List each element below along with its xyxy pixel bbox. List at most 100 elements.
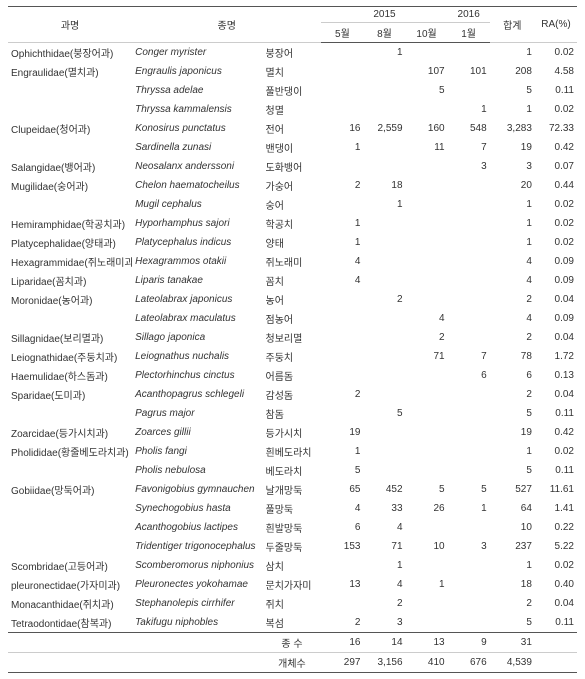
cell-sum: 1: [490, 214, 535, 233]
cell-ra: 4.58: [535, 62, 577, 81]
cell-m1: 101: [448, 62, 490, 81]
footer-indiv-m10: 410: [406, 653, 448, 673]
cell-m5: [321, 81, 363, 100]
footer-indiv-m5: 297: [321, 653, 363, 673]
cell-korean-name: 흰발망둑: [263, 518, 322, 537]
cell-ra: 11.61: [535, 480, 577, 499]
cell-m10: [406, 233, 448, 252]
table-row: Liparidae(꼼치과)Liparis tanakae꼼치440.09: [8, 271, 577, 290]
cell-sum: 18: [490, 575, 535, 594]
footer-species-label: 종 수: [263, 633, 322, 653]
cell-m8: 1: [363, 556, 405, 575]
cell-sum: 3: [490, 157, 535, 176]
table-row: Haemulidae(하스돔과)Plectorhinchus cinctus어름…: [8, 366, 577, 385]
cell-m1: [448, 461, 490, 480]
cell-m10: [406, 214, 448, 233]
cell-ra: 0.11: [535, 404, 577, 423]
cell-scientific-name: Pagrus major: [132, 404, 262, 423]
col-family: 과명: [8, 7, 132, 43]
cell-m1: 548: [448, 119, 490, 138]
cell-family: pleuronectidae(가자미과): [8, 575, 132, 594]
cell-m8: [363, 62, 405, 81]
cell-m1: [448, 195, 490, 214]
cell-m10: 1: [406, 575, 448, 594]
cell-m1: [448, 233, 490, 252]
table-row: Sparidae(도미과)Acanthopagrus schlegeli감성돔2…: [8, 385, 577, 404]
table-row: Acanthogobius lactipes흰발망둑64100.22: [8, 518, 577, 537]
cell-korean-name: 붕장어: [263, 43, 322, 63]
cell-m1: 5: [448, 480, 490, 499]
cell-m8: 2: [363, 290, 405, 309]
table-row: Clupeidae(청어과)Konosirus punctatus전어162,5…: [8, 119, 577, 138]
cell-ra: 0.04: [535, 385, 577, 404]
cell-m8: [363, 81, 405, 100]
cell-m5: [321, 43, 363, 63]
cell-m10: [406, 461, 448, 480]
cell-m1: 3: [448, 537, 490, 556]
cell-korean-name: 문치가자미: [263, 575, 322, 594]
cell-m8: [363, 328, 405, 347]
cell-family: Liparidae(꼼치과): [8, 271, 132, 290]
cell-family: [8, 309, 132, 328]
table-row: Synechogobius hasta풀망둑433261641.41: [8, 499, 577, 518]
cell-scientific-name: Sardinella zunasi: [132, 138, 262, 157]
cell-m10: 107: [406, 62, 448, 81]
table-row: Zoarcidae(등가시치과)Zoarces gillii등가시치19190.…: [8, 423, 577, 442]
cell-family: Platycephalidae(양태과): [8, 233, 132, 252]
col-aug: 8월: [363, 23, 405, 43]
cell-sum: 2: [490, 594, 535, 613]
cell-scientific-name: Thryssa kammalensis: [132, 100, 262, 119]
cell-scientific-name: Acanthopagrus schlegeli: [132, 385, 262, 404]
cell-family: Sillagnidae(보리멸과): [8, 328, 132, 347]
cell-sum: 5: [490, 81, 535, 100]
cell-korean-name: 주둥치: [263, 347, 322, 366]
cell-m1: [448, 556, 490, 575]
cell-m1: [448, 252, 490, 271]
cell-m5: [321, 347, 363, 366]
cell-m1: 1: [448, 100, 490, 119]
table-row: Leiognathidae(주둥치과)Leiognathus nuchalis주…: [8, 347, 577, 366]
footer-species-m1: 9: [448, 633, 490, 653]
col-jan: 1월: [448, 23, 490, 43]
table-row: Monacanthidae(쥐치과)Stephanolepis cirrhife…: [8, 594, 577, 613]
cell-m5: 153: [321, 537, 363, 556]
cell-scientific-name: Tridentiger trigonocephalus: [132, 537, 262, 556]
cell-ra: 72.33: [535, 119, 577, 138]
cell-m10: [406, 366, 448, 385]
cell-ra: 0.11: [535, 461, 577, 480]
cell-m5: [321, 62, 363, 81]
cell-m1: [448, 176, 490, 195]
cell-m8: [363, 252, 405, 271]
cell-m10: 11: [406, 138, 448, 157]
cell-family: Ophichthidae(붕장어과): [8, 43, 132, 63]
table-row: Pholididae(황줄베도라치과)Pholis fangi흰베도라치110.…: [8, 442, 577, 461]
cell-sum: 3,283: [490, 119, 535, 138]
cell-ra: 0.22: [535, 518, 577, 537]
cell-m8: [363, 347, 405, 366]
cell-m10: 71: [406, 347, 448, 366]
cell-m1: [448, 290, 490, 309]
cell-scientific-name: Pholis nebulosa: [132, 461, 262, 480]
col-may: 5월: [321, 23, 363, 43]
cell-sum: 19: [490, 138, 535, 157]
cell-m8: 4: [363, 575, 405, 594]
cell-korean-name: 점농어: [263, 309, 322, 328]
cell-m8: [363, 271, 405, 290]
cell-m8: 71: [363, 537, 405, 556]
footer-species-m8: 14: [363, 633, 405, 653]
cell-m10: [406, 518, 448, 537]
cell-m1: [448, 43, 490, 63]
cell-m5: [321, 556, 363, 575]
cell-family: Monacanthidae(쥐치과): [8, 594, 132, 613]
cell-scientific-name: Zoarces gillii: [132, 423, 262, 442]
cell-sum: 4: [490, 252, 535, 271]
footer-indiv-sum: 4,539: [490, 653, 535, 673]
cell-m5: 1: [321, 442, 363, 461]
cell-m8: [363, 461, 405, 480]
cell-family: Hexagrammidae(쥐노래미과): [8, 252, 132, 271]
cell-m1: [448, 575, 490, 594]
cell-scientific-name: Lateolabrax maculatus: [132, 309, 262, 328]
cell-scientific-name: Neosalanx anderssoni: [132, 157, 262, 176]
cell-korean-name: 멸치: [263, 62, 322, 81]
cell-m8: [363, 366, 405, 385]
